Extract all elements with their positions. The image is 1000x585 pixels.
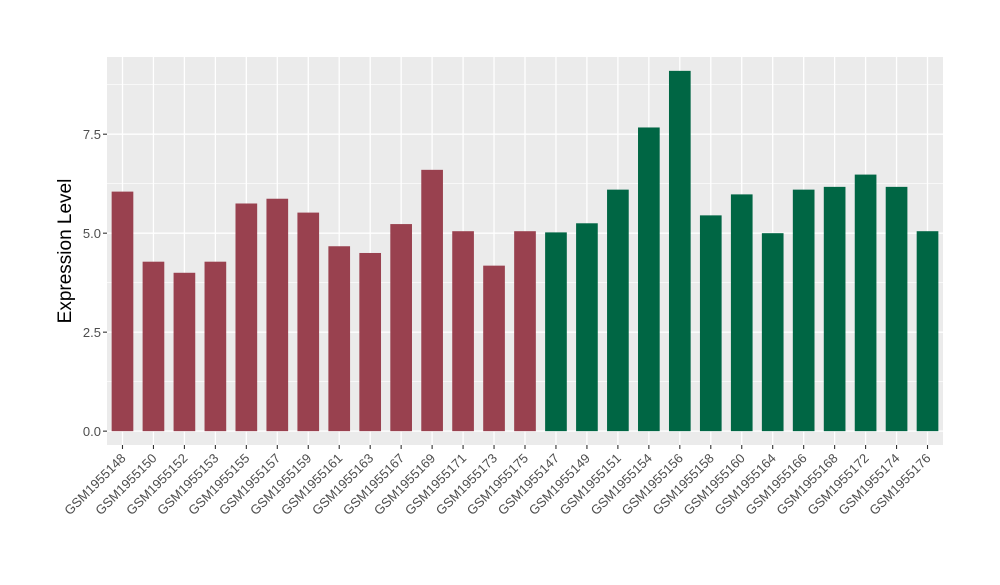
bar-GSM1955176 [916,231,939,432]
bar-GSM1955156 [668,70,691,432]
bar-GSM1955153 [204,261,227,432]
bar-GSM1955158 [699,215,722,432]
bar-GSM1955163 [359,252,382,432]
bar-GSM1955161 [328,246,351,432]
bar-GSM1955157 [266,198,289,432]
bar-GSM1955160 [730,194,753,432]
x-axis: GSM1955148GSM1955150GSM1955152GSM1955153… [61,445,934,518]
bar-GSM1955166 [792,189,815,432]
bar-GSM1955171 [452,231,474,432]
bar-GSM1955155 [235,203,258,432]
bar-GSM1955172 [854,174,877,432]
y-tick-label: 5.0 [83,226,101,241]
bar-GSM1955174 [885,186,908,432]
y-axis: 0.0 2.5 5.0 7.5 [83,127,107,439]
y-tick-label: 0.0 [83,424,101,439]
y-tick-label: 2.5 [83,325,101,340]
bar-GSM1955150 [142,261,165,432]
bar-GSM1955164 [761,233,784,432]
bar-GSM1955167 [390,224,412,432]
bar-GSM1955148 [111,191,134,432]
bar-GSM1955169 [421,169,443,432]
y-axis-title: Expression Level [55,179,76,324]
bar-GSM1955151 [607,189,629,432]
bar-GSM1955168 [823,186,846,432]
bar-GSM1955152 [173,272,196,432]
bar-GSM1955149 [576,223,598,432]
bar-GSM1955147 [545,232,567,432]
y-tick-label: 7.5 [83,127,101,142]
bars [111,70,939,432]
bar-GSM1955154 [638,127,660,432]
bar-GSM1955159 [297,212,320,432]
bar-GSM1955175 [514,231,536,432]
bar-GSM1955173 [483,265,505,432]
